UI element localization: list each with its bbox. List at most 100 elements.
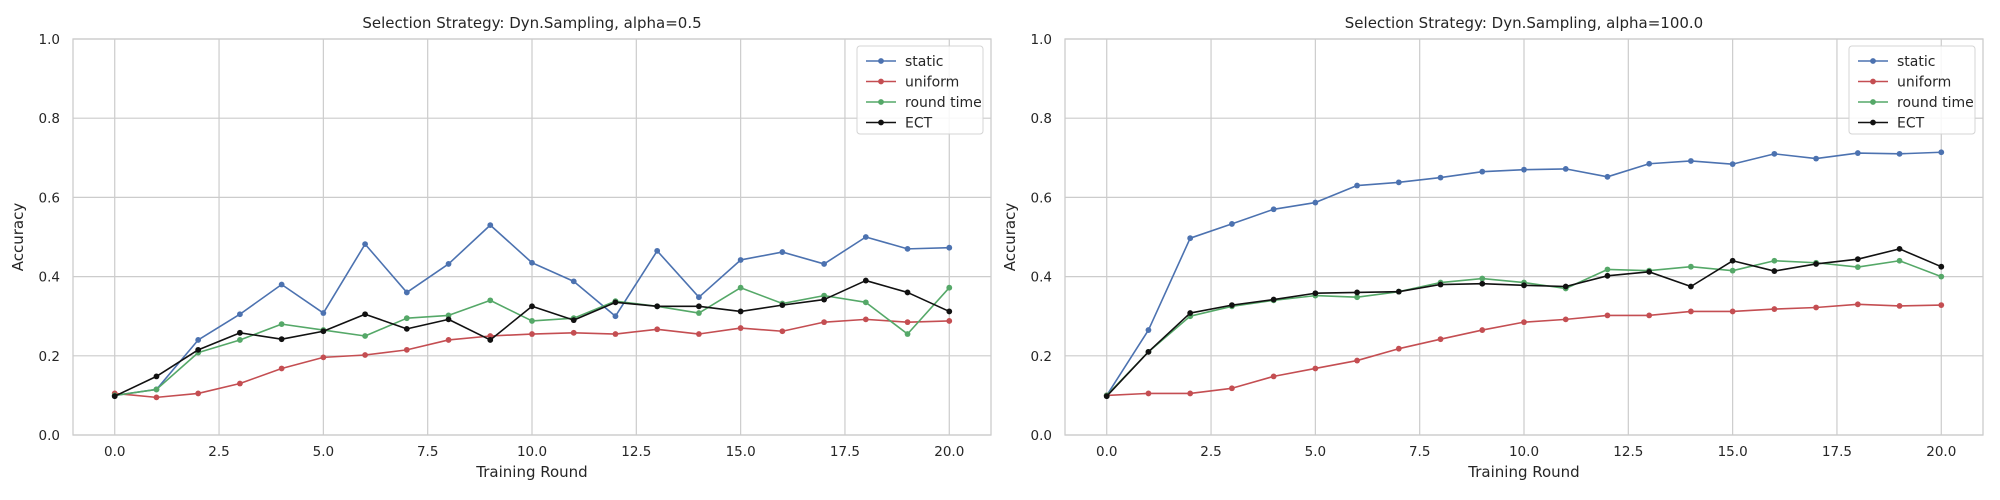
data-point: [570, 278, 577, 285]
data-point: [946, 244, 953, 251]
legend-item: round time: [866, 95, 982, 111]
data-point: [1187, 310, 1194, 316]
y-tick-label: 0.8: [39, 111, 60, 127]
data-point: [1187, 235, 1194, 242]
data-point: [1854, 150, 1861, 156]
data-point: [1229, 385, 1235, 392]
legend-item: ECT: [1858, 116, 1925, 132]
data-point: [1604, 312, 1611, 319]
y-tick-label: 0.6: [1031, 190, 1052, 206]
legend-item: round time: [1858, 95, 1974, 111]
chart-panel-2: 0.0 2.5 5.0 7.5 10.0 12.5 15.0 17.5 20.0 0.0 0.2 0.…: [1001, 14, 1984, 481]
data-point: [1896, 257, 1903, 264]
data-point: [1854, 264, 1861, 270]
data-point: [737, 257, 744, 263]
data-point: [362, 311, 368, 318]
data-point: [237, 311, 243, 318]
x-tick-label: 12.5: [1613, 444, 1643, 460]
data-point: [1187, 390, 1194, 397]
plot-frame: [1064, 38, 1984, 436]
data-point: [946, 308, 953, 315]
data-point: [487, 297, 494, 304]
x-tick-label: 5.0: [1305, 444, 1326, 460]
data-point: [1604, 266, 1611, 273]
data-point: [487, 222, 494, 229]
series-uniform: [1103, 301, 1945, 399]
data-point: [1562, 316, 1569, 323]
data-point: [1270, 373, 1277, 380]
x-tick-label: 10.0: [517, 444, 547, 460]
x-tick-label: 17.5: [830, 444, 860, 460]
y-tick-label: 0.4: [39, 270, 60, 286]
data-point: [153, 394, 160, 401]
data-point: [1229, 302, 1235, 309]
data-point: [111, 393, 118, 400]
data-point: [904, 245, 911, 252]
data-point: [153, 386, 160, 393]
data-point: [487, 337, 494, 343]
legend-box: [856, 45, 984, 135]
data-point: [1646, 312, 1653, 319]
data-point: [1437, 281, 1444, 288]
chart-title: Selection Strategy: Dyn.Sampling, alpha=…: [1345, 14, 1703, 32]
legend-item: static: [866, 54, 943, 70]
data-point: [862, 277, 869, 284]
data-point: [403, 289, 410, 296]
data-point: [1854, 301, 1861, 308]
legend-marker: [878, 58, 884, 64]
data-point: [1312, 365, 1319, 372]
data-point: [1729, 257, 1736, 264]
legend-label: ECT: [1897, 116, 1925, 132]
x-tick-label: 15.0: [1718, 444, 1748, 460]
legend-item: uniform: [1858, 75, 1951, 91]
x-tick-label: 5.0: [313, 444, 334, 460]
data-point: [612, 299, 619, 306]
data-point: [445, 316, 452, 323]
data-point: [904, 331, 911, 337]
data-point: [1312, 199, 1319, 206]
legend-item: static: [1858, 54, 1935, 70]
x-tick-label: 12.5: [621, 444, 651, 460]
data-point: [1813, 261, 1819, 267]
y-tick-label: 1.0: [1031, 32, 1052, 48]
data-point: [612, 313, 619, 320]
data-point: [195, 390, 202, 397]
data-point: [821, 261, 827, 267]
data-point: [1437, 174, 1444, 181]
data-point: [403, 315, 410, 322]
y-tick-label: 0.0: [1031, 428, 1052, 444]
data-point: [1103, 393, 1110, 400]
x-tick-label: 15.0: [726, 444, 756, 460]
data-point: [320, 328, 327, 335]
data-point: [278, 336, 285, 343]
data-point: [1521, 282, 1527, 289]
data-point: [904, 319, 911, 326]
data-point: [1604, 272, 1611, 279]
data-point: [1646, 160, 1653, 167]
data-point: [278, 321, 285, 328]
y-tick-label: 0.0: [39, 428, 60, 444]
data-point: [737, 308, 744, 315]
legend-item: uniform: [866, 75, 959, 91]
legend-marker: [1870, 58, 1876, 64]
data-point: [1270, 296, 1277, 303]
data-point: [1813, 155, 1819, 162]
data-point: [737, 284, 744, 291]
data-point: [1729, 161, 1736, 168]
data-point: [1479, 327, 1486, 333]
x-tick-label: 20.0: [934, 444, 964, 460]
legend-marker: [1870, 119, 1876, 126]
data-point: [1354, 357, 1360, 364]
data-point: [1729, 308, 1736, 315]
data-point: [153, 373, 160, 380]
data-point: [1145, 327, 1152, 333]
data-point: [1479, 168, 1486, 175]
legend: static uniform round time ECT: [1848, 45, 1976, 135]
data-point: [1145, 348, 1152, 355]
y-tick-label: 0.2: [39, 349, 60, 365]
data-point: [946, 284, 953, 291]
y-axis-label: Accuracy: [1001, 203, 1019, 272]
data-point: [1771, 268, 1778, 274]
chart-panel-1: 0.0 2.5 5.0 7.5 10.0 12.5 15.0 17.5 20.0 0.0 0.2 0.…: [9, 14, 992, 481]
